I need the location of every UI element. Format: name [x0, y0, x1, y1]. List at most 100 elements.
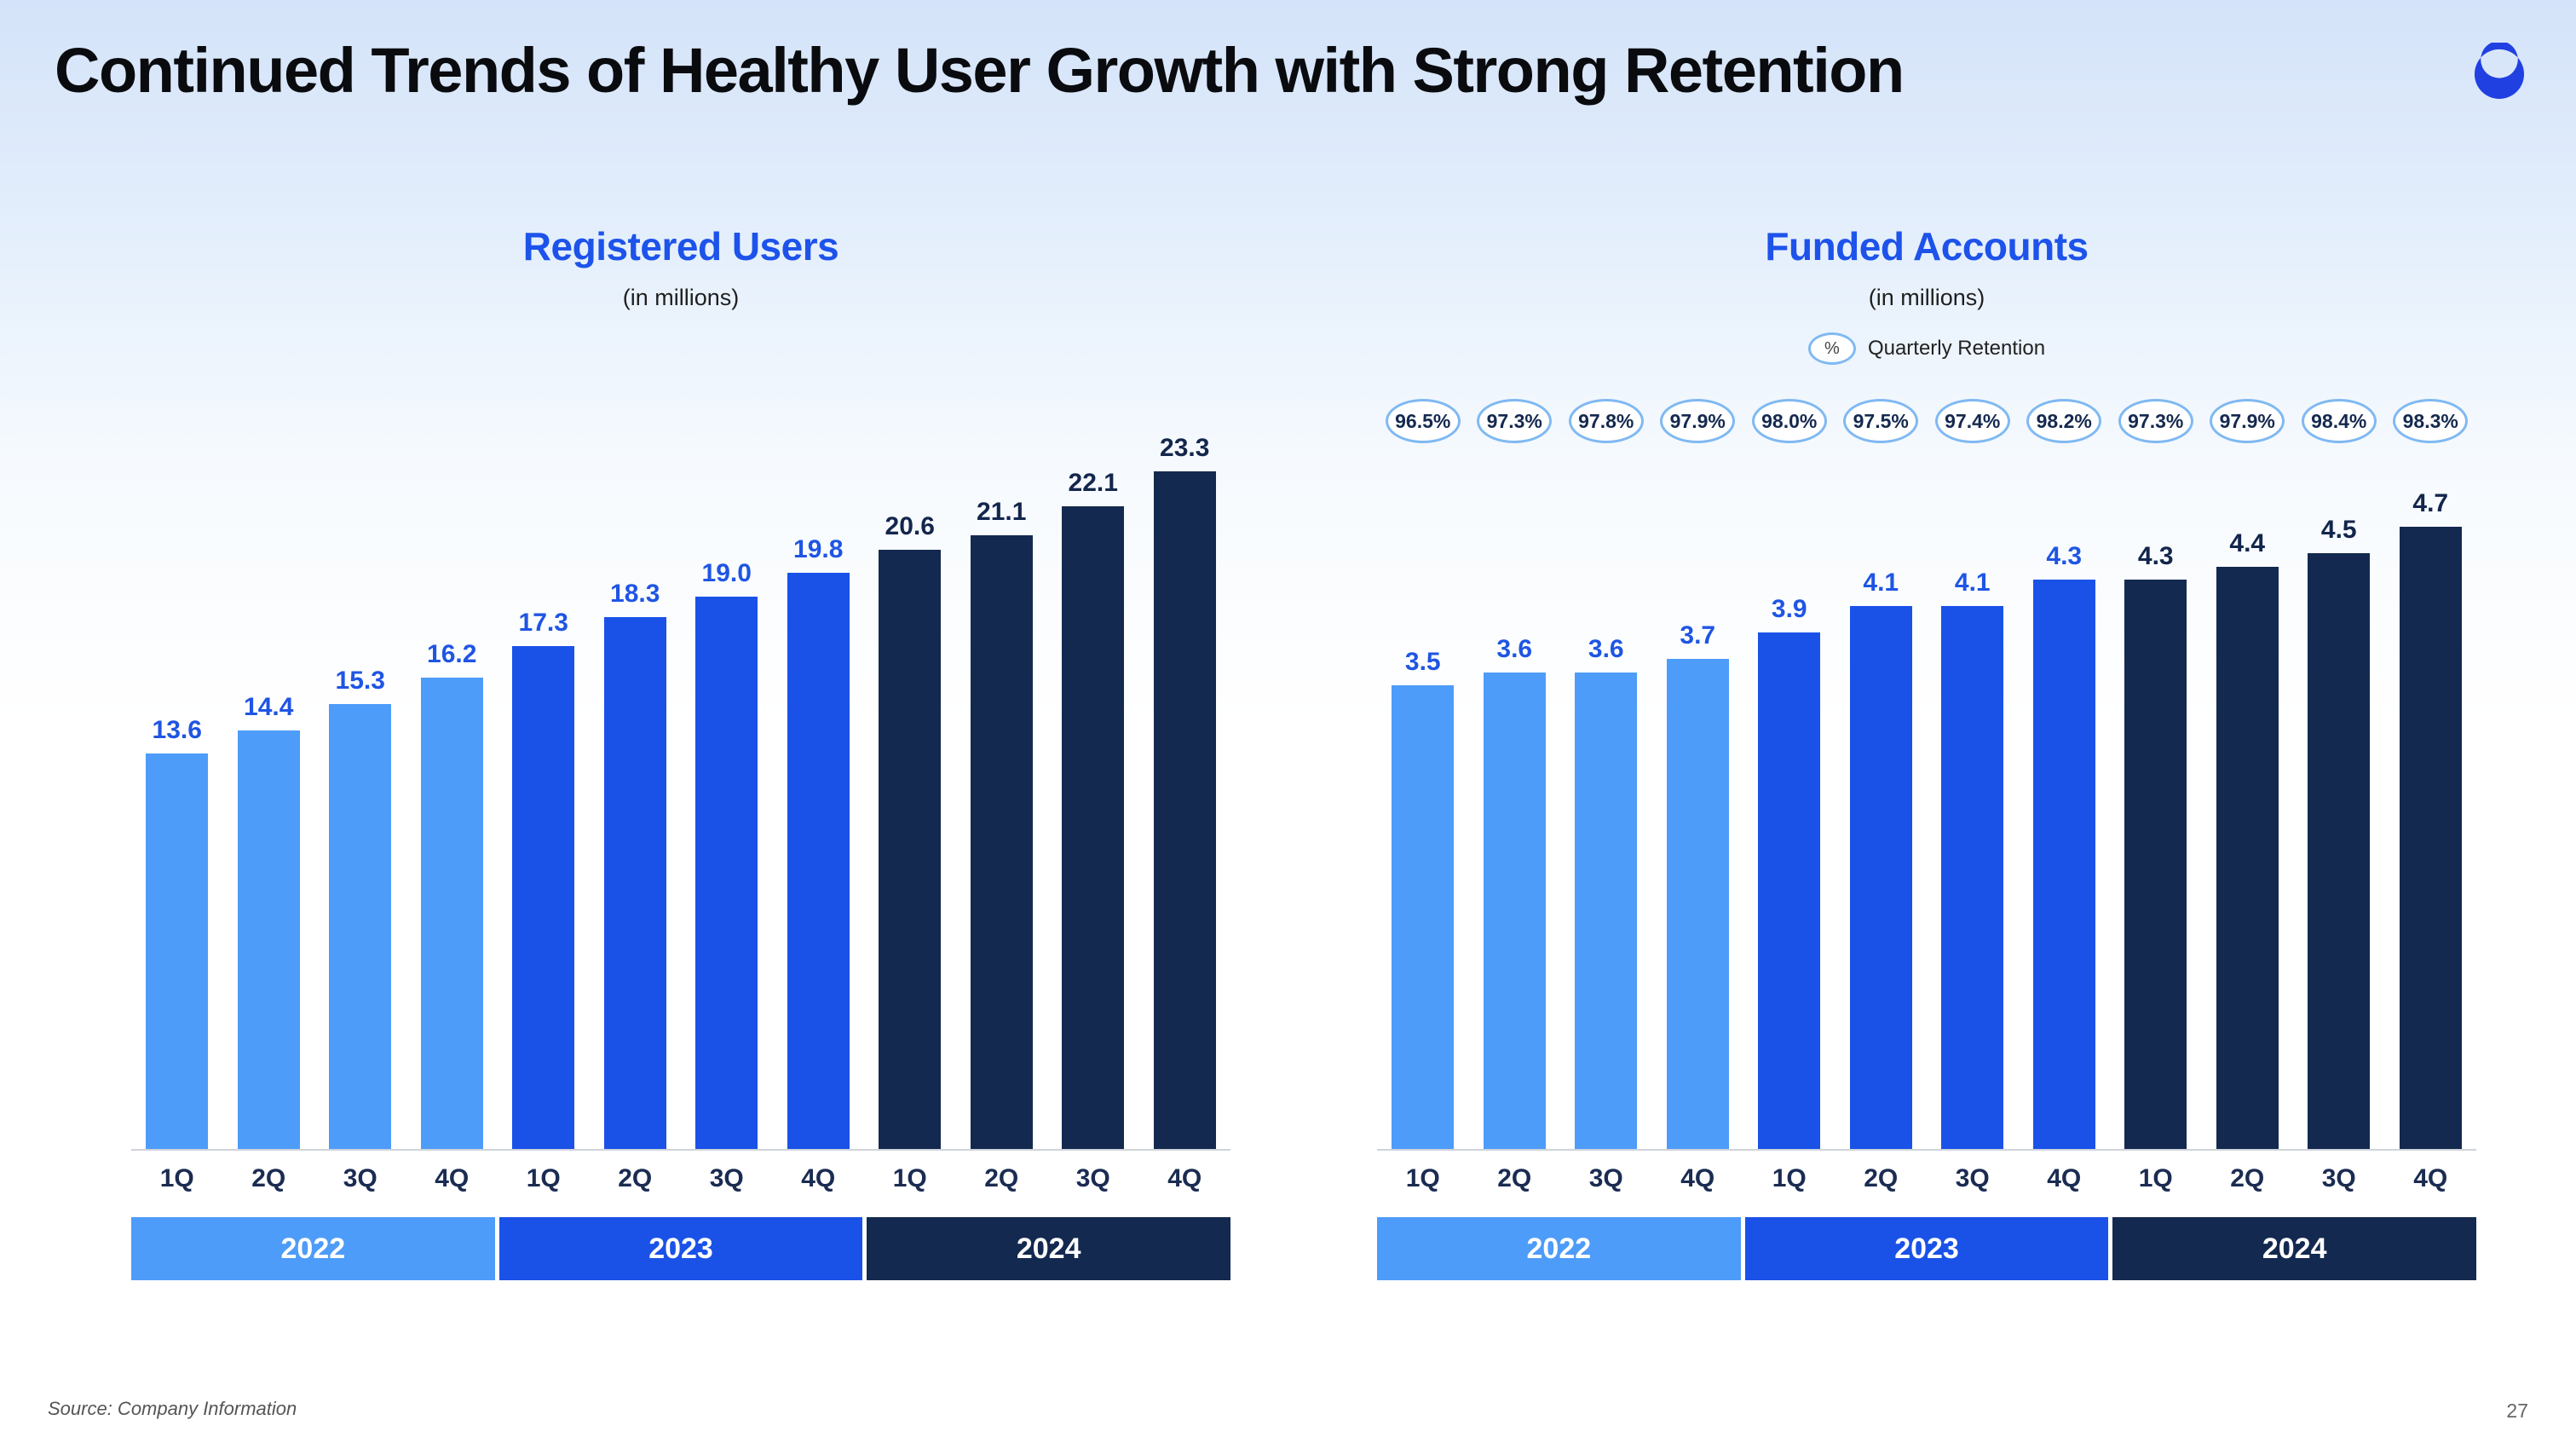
retention-badge: 98.4%: [2301, 399, 2377, 443]
year-row: 2022 2023 2024: [131, 1217, 1231, 1280]
retention-badge: 97.4%: [1934, 399, 2010, 443]
retention-slot: 97.3%: [2110, 399, 2202, 443]
bar-value-label: 4.4: [2229, 529, 2266, 557]
bar-value-label: 4.3: [2137, 542, 2174, 570]
bar: [695, 597, 758, 1149]
quarter-label: 2Q: [2230, 1164, 2265, 1192]
quarter-row: 1Q 2Q 3Q 4Q 1Q 2Q 3Q 4Q 1Q 2Q 3Q 4Q: [1377, 1164, 2476, 1193]
bar-slot: 4.3: [2110, 486, 2202, 1149]
bar-slot: 19.8: [773, 426, 865, 1149]
retention-slot: 97.9%: [1652, 399, 1744, 443]
bar: [970, 535, 1033, 1149]
bar-value-label: 19.8: [793, 535, 844, 563]
quarter-label: 2Q: [618, 1164, 653, 1192]
retention-slot: 98.4%: [2293, 399, 2385, 443]
retention-badge: 97.5%: [1843, 399, 1919, 443]
page-title: Continued Trends of Healthy User Growth …: [55, 35, 1905, 106]
bar-value-label: 3.9: [1771, 595, 1807, 623]
bar-value-label: 4.1: [1954, 569, 1991, 597]
bar-value-label: 21.1: [977, 498, 1027, 526]
bar: [237, 730, 300, 1149]
plot-area: 13.6 14.4 15.3 16.2 17.3 18.3 19.0 19.8 20.6 21.1…: [131, 426, 1230, 1151]
bar: [879, 550, 942, 1149]
bar-value-label: 13.6: [152, 716, 202, 744]
bar: [1575, 673, 1638, 1149]
quarter-label: 2Q: [984, 1164, 1019, 1192]
quarter-label: 1Q: [159, 1164, 194, 1192]
retention-slot: 97.9%: [2202, 399, 2294, 443]
retention-badge: 97.8%: [1568, 399, 1644, 443]
bar-value-label: 17.3: [518, 609, 568, 637]
bar-slot: 15.3: [314, 426, 406, 1149]
retention-slot: 98.0%: [1743, 399, 1835, 443]
brand-logo-icon: [2474, 43, 2525, 99]
chart-title: Funded Accounts: [1765, 224, 2089, 268]
plot-area: 3.5 3.6 3.6 3.7 3.9 4.1 4.1 4.3 4.3 4.4 4.5 4.7: [1377, 486, 2476, 1151]
quarter-label: 2Q: [1864, 1164, 1899, 1192]
year-band: 2022: [131, 1217, 495, 1280]
year-band: 2023: [1744, 1217, 2109, 1280]
bar-slot: 18.3: [590, 426, 682, 1149]
bar-value-label: 4.7: [2412, 489, 2449, 517]
quarter-label: 1Q: [1772, 1164, 1807, 1192]
quarter-label: 3Q: [1955, 1164, 1990, 1192]
bar: [146, 753, 209, 1149]
year-row: 2022 2023 2024: [1377, 1217, 2477, 1280]
year-band: 2024: [2112, 1217, 2477, 1280]
bar: [1153, 471, 1216, 1149]
bar-slot: 4.4: [2202, 486, 2294, 1149]
retention-badge: 97.3%: [2118, 399, 2193, 443]
bar-value-label: 3.5: [1404, 648, 1441, 676]
bar-slot: 4.1: [1835, 486, 1928, 1149]
quarter-label: 3Q: [709, 1164, 744, 1192]
year-band: 2023: [498, 1217, 863, 1280]
bar: [512, 646, 575, 1149]
bar-slot: 3.9: [1743, 486, 1835, 1149]
bar: [2032, 580, 2095, 1149]
retention-slot: 96.5%: [1377, 399, 1469, 443]
bar-slot: 17.3: [498, 426, 590, 1149]
bar-value-label: 4.1: [1863, 569, 1899, 597]
bar: [2399, 527, 2462, 1149]
retention-slot: 97.5%: [1835, 399, 1928, 443]
year-band: 2024: [867, 1217, 1231, 1280]
retention-slot: 97.8%: [1560, 399, 1652, 443]
bar: [1758, 632, 1821, 1149]
quarter-row: 1Q 2Q 3Q 4Q 1Q 2Q 3Q 4Q 1Q 2Q 3Q 4Q: [131, 1164, 1230, 1193]
bar: [1941, 606, 2004, 1149]
bar-slot: 4.3: [2019, 486, 2111, 1149]
retention-legend: % Quarterly Retention: [1377, 332, 2476, 365]
bar-slot: 20.6: [864, 426, 956, 1149]
year-band: 2022: [1377, 1217, 1741, 1280]
quarter-label: 4Q: [2413, 1164, 2448, 1192]
bar-slot: 4.7: [2385, 486, 2477, 1149]
quarter-label: 3Q: [1588, 1164, 1623, 1192]
bar: [787, 573, 850, 1149]
bar-slot: 19.0: [681, 426, 773, 1149]
bar-slot: 3.5: [1377, 486, 1469, 1149]
retention-slot: 97.4%: [1927, 399, 2019, 443]
bar-slot: 3.6: [1560, 486, 1652, 1149]
chart-title: Registered Users: [522, 224, 839, 268]
quarter-label: 2Q: [251, 1164, 286, 1192]
bar: [1062, 506, 1125, 1149]
bar-slot: 21.1: [956, 426, 1048, 1149]
quarter-label: 4Q: [1167, 1164, 1202, 1192]
source-note: Source: Company Information: [48, 1398, 297, 1419]
bar-value-label: 23.3: [1160, 434, 1210, 462]
funded-accounts-chart: Funded Accounts (in millions) % Quarterl…: [1377, 0, 2477, 1449]
retention-badge: 98.0%: [1751, 399, 1827, 443]
bar: [2308, 553, 2371, 1149]
retention-slot: 97.3%: [1469, 399, 1561, 443]
quarter-label: 3Q: [2321, 1164, 2356, 1192]
bar-slot: 14.4: [223, 426, 315, 1149]
chart-subtitle: (in millions): [1868, 285, 1985, 310]
bar-value-label: 3.6: [1496, 635, 1533, 663]
bar: [420, 678, 483, 1149]
bar-value-label: 16.2: [427, 640, 477, 668]
quarter-label: 3Q: [1075, 1164, 1110, 1192]
bar: [1392, 685, 1455, 1149]
bar-slot: 3.7: [1652, 486, 1744, 1149]
quarter-label: 4Q: [2047, 1164, 2082, 1192]
retention-slot: 98.3%: [2385, 399, 2477, 443]
